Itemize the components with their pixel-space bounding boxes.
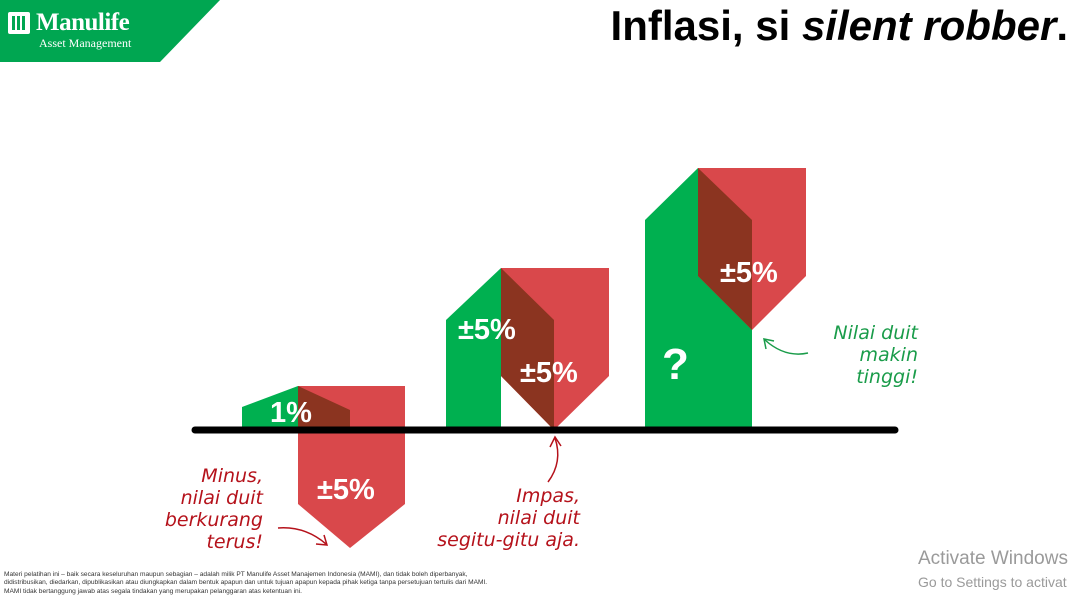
impas-note: Impas, nilai duit segitu-gitu aja. bbox=[437, 485, 580, 551]
title-italic: silent robber bbox=[801, 2, 1057, 49]
second-red-label: ±5% bbox=[520, 357, 578, 389]
tinggi-arrow bbox=[764, 339, 809, 355]
third-overlap bbox=[698, 168, 752, 330]
brand-name: Manulife bbox=[36, 9, 130, 36]
second-overlap bbox=[501, 268, 554, 430]
impas-arrowhead bbox=[549, 435, 562, 448]
minus-note: Minus, nilai duit berkurang terus! bbox=[164, 465, 263, 553]
impas-arrow bbox=[547, 437, 559, 483]
first-green-block bbox=[242, 386, 298, 430]
page-title: Inflasi, si silent robber. bbox=[611, 2, 1068, 50]
tinggi-arrowhead bbox=[763, 338, 775, 350]
watermark-title: Activate Windows bbox=[918, 548, 1068, 569]
title-plain: Inflasi, si bbox=[610, 2, 802, 49]
third-green-label: ? bbox=[662, 340, 689, 389]
brand-subtitle: Asset Management bbox=[39, 36, 132, 50]
title-end: . bbox=[1056, 2, 1068, 49]
first-overlap bbox=[298, 386, 350, 430]
logo-background bbox=[0, 0, 220, 62]
watermark-subtitle: Go to Settings to activat bbox=[918, 574, 1067, 590]
first-green-label: 1% bbox=[270, 397, 312, 429]
first-red-label: ±5% bbox=[317, 474, 375, 506]
second-green-block bbox=[446, 268, 501, 430]
minus-arrow bbox=[277, 527, 327, 545]
second-green-label: ±5% bbox=[458, 314, 516, 346]
minus-arrowhead bbox=[315, 534, 329, 546]
third-red-label: ±5% bbox=[720, 257, 778, 289]
manulife-logo: Manulife Asset Management bbox=[0, 0, 220, 62]
tinggi-note: Nilai duit makin tinggi! bbox=[833, 322, 918, 388]
activate-windows-watermark: Activate Windows Go to Settings to activ… bbox=[918, 548, 1068, 590]
manulife-m-icon bbox=[8, 12, 30, 34]
legal-disclaimer: Materi pelatihan ini – baik secara kesel… bbox=[4, 571, 488, 595]
